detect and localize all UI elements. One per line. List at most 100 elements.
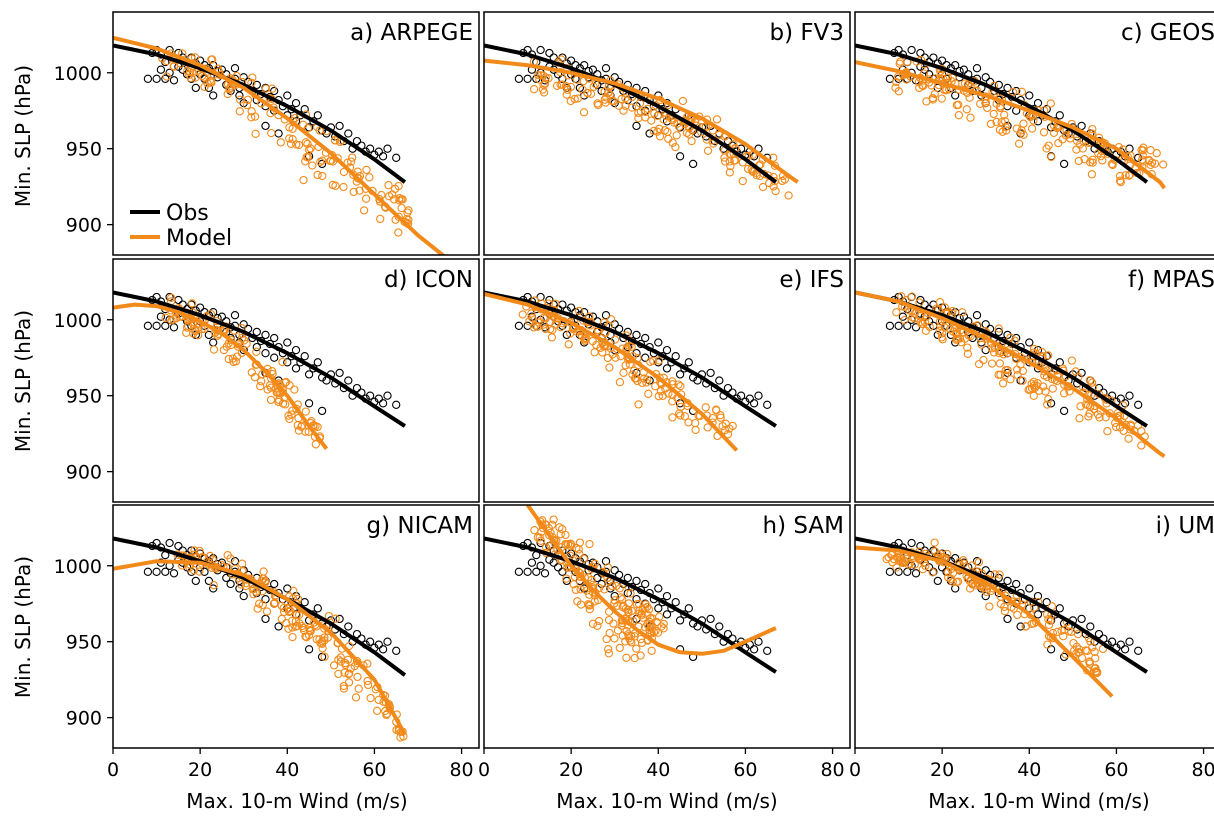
obs-point: [916, 541, 925, 551]
model-point: [1047, 152, 1056, 162]
model-point: [1053, 627, 1062, 637]
model-point: [649, 126, 658, 136]
model-point: [892, 563, 901, 572]
model-point: [619, 368, 628, 377]
obs-point: [514, 321, 524, 330]
model-point: [948, 577, 957, 586]
model-point: [974, 359, 984, 369]
y-tick-label: 1000: [54, 310, 102, 332]
model-point: [579, 554, 589, 563]
obs-point: [749, 399, 759, 408]
panel-5: e) IFS: [483, 258, 851, 503]
model-point: [1147, 158, 1157, 167]
obs-point: [378, 399, 388, 408]
panel-9: i) UM 0 20 40 60 80: [849, 504, 1214, 781]
obs-point: [1134, 646, 1143, 655]
model-point: [1008, 87, 1018, 97]
y-tick-label: 1000: [54, 63, 102, 85]
obs-point: [545, 295, 554, 305]
panel-frame: [854, 11, 1214, 256]
model-point: [1074, 645, 1084, 654]
model-point: [630, 632, 639, 641]
model-point: [346, 664, 356, 673]
model-point: [628, 370, 637, 379]
model-point: [657, 622, 666, 631]
obs-fit-line: [855, 290, 1148, 428]
obs-point: [274, 622, 283, 631]
model-point: [278, 357, 287, 367]
obs-point: [152, 567, 161, 576]
model-point: [600, 585, 609, 594]
model-point: [242, 339, 251, 349]
obs-point: [252, 80, 261, 90]
model-point: [1087, 170, 1097, 179]
model-point: [527, 309, 536, 318]
model-point: [959, 559, 968, 568]
obs-point: [365, 144, 375, 153]
model-point: [590, 348, 599, 357]
model-point: [247, 78, 256, 87]
model-point: [624, 607, 633, 617]
model-point: [556, 323, 565, 332]
model-point: [1090, 647, 1099, 657]
model-point: [277, 614, 286, 624]
obs-point: [688, 159, 698, 169]
obs-point: [662, 610, 672, 619]
model-point: [668, 115, 677, 125]
model-point: [660, 126, 670, 135]
model-point: [1101, 413, 1110, 422]
model-point: [250, 112, 260, 121]
obs-point: [313, 604, 322, 613]
model-point: [1059, 632, 1068, 641]
model-point: [614, 101, 624, 110]
model-point: [1124, 434, 1133, 443]
obs-point: [143, 321, 153, 330]
model-point: [664, 134, 673, 144]
obs-point: [300, 105, 309, 114]
model-point: [604, 88, 613, 98]
obs-point: [933, 576, 942, 586]
model-point: [963, 349, 972, 358]
model-point: [1085, 657, 1094, 666]
model-point: [647, 116, 656, 125]
model-point: [725, 424, 734, 433]
model-point: [615, 378, 625, 387]
x-tick-label: 0: [478, 759, 490, 781]
plot-area: [484, 290, 777, 452]
obs-point: [601, 311, 611, 320]
model-point: [610, 634, 619, 643]
obs-point: [1077, 614, 1086, 624]
panel-label: b) FV3: [770, 20, 844, 46]
obs-point: [706, 368, 715, 378]
model-point: [712, 115, 722, 124]
model-point: [974, 557, 984, 567]
model-point: [989, 109, 998, 119]
model-point: [1088, 643, 1097, 652]
obs-point: [204, 576, 214, 586]
model-point: [1044, 395, 1053, 404]
model-point: [716, 411, 725, 420]
obs-point: [911, 569, 921, 578]
model-point: [1071, 367, 1080, 376]
model-point: [1052, 123, 1062, 133]
model-point: [1000, 110, 1009, 119]
model-point: [306, 144, 315, 153]
obs-point: [916, 48, 925, 58]
model-point: [318, 156, 327, 165]
model-point: [279, 607, 289, 617]
model-point: [194, 323, 203, 332]
model-point: [384, 181, 393, 190]
model-point: [952, 329, 962, 338]
model-point: [604, 649, 614, 658]
model-point: [916, 317, 925, 326]
model-point: [207, 77, 216, 86]
model-point: [910, 560, 919, 569]
model-point: [998, 379, 1008, 388]
model-point: [583, 88, 592, 98]
model-point: [979, 583, 988, 593]
model-point: [720, 157, 730, 166]
model-point: [545, 325, 555, 334]
model-point: [235, 107, 244, 116]
model-point: [963, 343, 972, 352]
obs-point: [540, 569, 550, 578]
